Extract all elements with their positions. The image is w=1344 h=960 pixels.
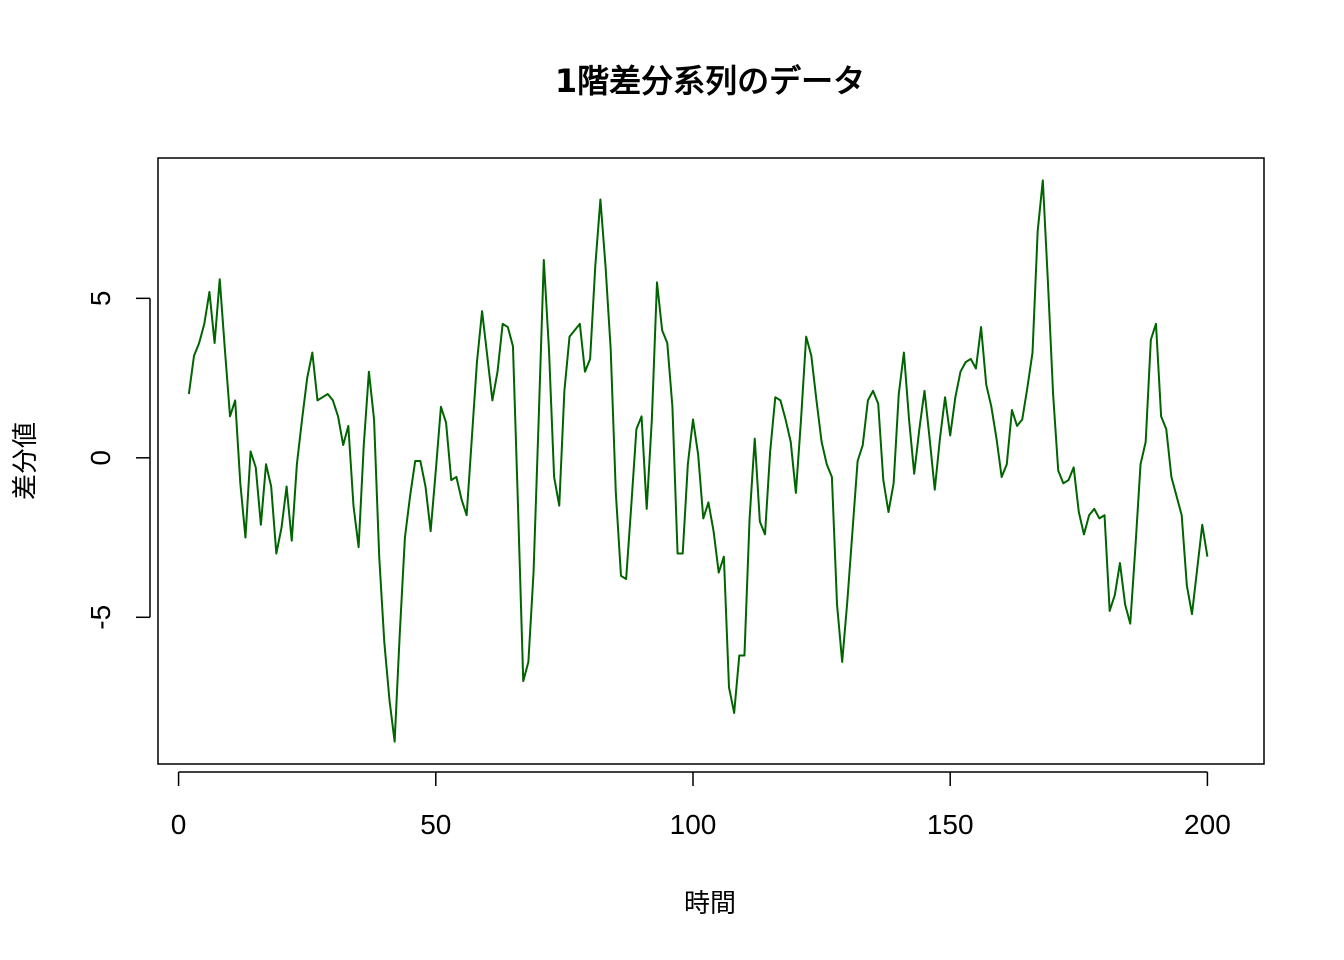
- y-tick-label: 0: [85, 450, 116, 466]
- x-tick-label: 150: [927, 809, 974, 840]
- x-tick-label: 50: [420, 809, 451, 840]
- x-tick-label: 200: [1184, 809, 1231, 840]
- y-tick-label: -5: [85, 605, 116, 630]
- plot-frame: [157, 157, 1265, 765]
- series-line: [187, 179, 1209, 743]
- y-axis-label: 差分値: [11, 422, 41, 500]
- chart-title: 1階差分系列のデータ: [555, 62, 865, 100]
- x-axis-label: 時間: [684, 889, 736, 919]
- x-tick-label: 0: [171, 809, 187, 840]
- x-axis: 0 50 100 150 200: [171, 771, 1231, 840]
- x-tick-label: 100: [670, 809, 717, 840]
- y-axis: -5 0 5: [85, 291, 151, 630]
- y-tick-label: 5: [85, 291, 116, 307]
